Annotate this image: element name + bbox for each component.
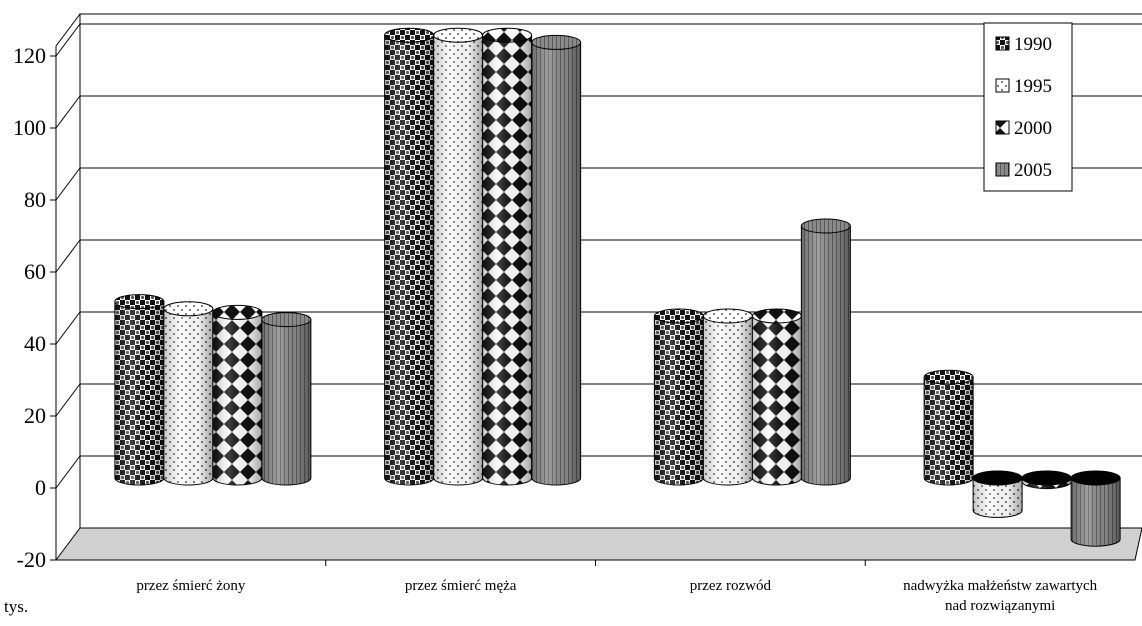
y-tick-label: 80: [24, 187, 46, 212]
gridline-side: [55, 239, 81, 273]
bar-shading: [212, 312, 262, 486]
bar: [702, 308, 753, 486]
gridline-side: [55, 167, 81, 201]
floor-plane: [55, 527, 1142, 561]
gridline-side: [55, 23, 81, 57]
bar-top: [212, 304, 263, 320]
bar: [433, 27, 484, 486]
x-tick-label: nad rozwiązanymi: [945, 598, 1055, 614]
axes: -20 0 20 40 60 80 100 120 przez śmierć żony przez…: [4, 43, 1135, 616]
y-tick-label: 0: [35, 475, 46, 500]
bar-shading: [973, 478, 1023, 518]
x-tick-label: nadwyżka małżeństw zawartych: [903, 578, 1098, 594]
y-tick-label: 100: [13, 115, 46, 140]
bars: [114, 27, 1121, 547]
bar-top: [1021, 470, 1072, 486]
bar: [1021, 470, 1072, 490]
gridline-side: [55, 455, 81, 489]
gridline-side: [55, 383, 81, 417]
x-tick-label: przez rozwód: [690, 578, 772, 594]
bar-shading: [801, 226, 851, 486]
legend-label: 2005: [1014, 160, 1052, 181]
bar: [163, 301, 214, 486]
bar: [261, 312, 312, 486]
side-wall-edge: [55, 13, 81, 47]
bar: [972, 470, 1023, 518]
bar-shading: [924, 377, 974, 486]
bar: [1070, 470, 1121, 547]
bar-shading: [531, 42, 581, 486]
legend-swatch: [995, 36, 1010, 51]
bar: [653, 308, 704, 486]
plot-frame: [55, 13, 1142, 528]
chart-floor: [55, 527, 1142, 561]
bar-top: [702, 308, 753, 324]
bar-top: [114, 294, 165, 310]
y-tick-label: 60: [24, 259, 46, 284]
bar-shading: [384, 35, 434, 485]
bar-top: [923, 369, 974, 385]
legend-swatch: [995, 162, 1010, 177]
bar-top: [531, 34, 582, 50]
bar-top: [433, 27, 484, 43]
bar-top: [1070, 470, 1121, 486]
x-tick-label: przez śmierć żony: [136, 578, 246, 594]
gridline-side: [55, 311, 81, 345]
legend-swatch: [995, 78, 1010, 93]
bar-shading: [654, 316, 704, 486]
bar-shading: [433, 35, 483, 486]
bar-shading: [482, 35, 532, 486]
x-tick-label: przez śmierć męża: [405, 578, 517, 594]
legend-label: 2000: [1014, 118, 1052, 139]
bar-shading: [703, 316, 753, 486]
bar-top: [261, 312, 312, 328]
legend: 1990 1995 2000 2005: [983, 22, 1073, 192]
bar-shading: [114, 301, 164, 486]
bar-shading: [163, 308, 213, 485]
bar-top: [653, 308, 704, 324]
bar: [384, 27, 435, 486]
bar-shading: [261, 319, 311, 486]
bar-shading: [1071, 478, 1121, 547]
legend-label: 1990: [1014, 34, 1052, 55]
bar: [800, 218, 851, 486]
bar: [212, 304, 263, 486]
bar: [531, 34, 582, 486]
bar-top: [163, 301, 214, 317]
y-tick-label: 20: [24, 403, 46, 428]
y-tick-label: 40: [24, 331, 46, 356]
y-tick-label: -20: [17, 547, 46, 572]
bar-top: [751, 308, 802, 324]
bar-top: [800, 218, 851, 234]
legend-label: 1995: [1014, 76, 1052, 97]
bar-shading: [752, 316, 802, 486]
unit-label: tys.: [4, 597, 28, 616]
bar: [482, 27, 533, 486]
bar: [114, 294, 165, 486]
bar: [751, 308, 802, 486]
legend-swatch: [995, 120, 1010, 135]
bar-top: [972, 470, 1023, 486]
bar-top: [482, 27, 533, 43]
bar-top: [384, 27, 435, 43]
bar: [923, 369, 974, 486]
gridline-side: [55, 95, 81, 129]
y-tick-label: 120: [13, 43, 46, 68]
